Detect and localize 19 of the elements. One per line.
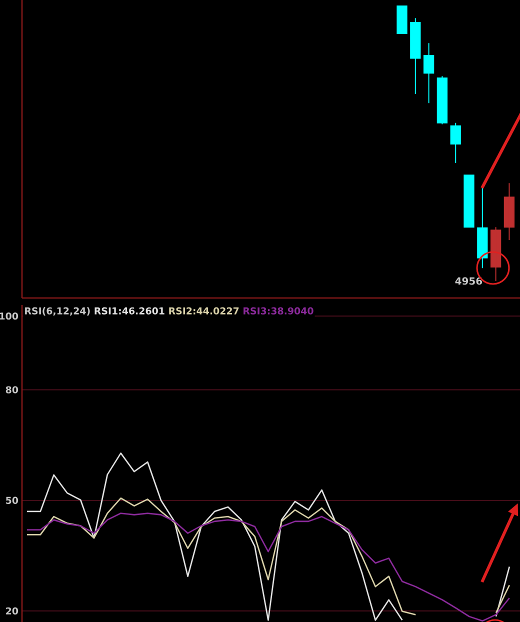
text: RSI1:46.2601 <box>94 307 164 314</box>
candlestick <box>504 182 515 241</box>
y-tick-label: 20 <box>6 607 18 615</box>
candlestick <box>490 226 502 282</box>
y-tick-label: 100 <box>0 312 18 320</box>
candlestick <box>477 188 488 269</box>
candlestick <box>436 76 448 125</box>
text: RSI2:44.0227 <box>169 307 239 314</box>
candlestick <box>450 122 461 164</box>
line-series <box>26 512 510 622</box>
y-tick-label: 80 <box>6 386 18 394</box>
text: RSI3:38.9040 <box>244 307 314 314</box>
legend-title: RSI(6,12,24) <box>25 307 90 316</box>
y-tick-label: 50 <box>6 496 18 504</box>
candlestick <box>423 42 434 104</box>
candlestick <box>396 6 408 34</box>
candlestick <box>410 18 421 94</box>
annotation: 4956 <box>455 277 482 285</box>
candlestick <box>464 174 474 228</box>
